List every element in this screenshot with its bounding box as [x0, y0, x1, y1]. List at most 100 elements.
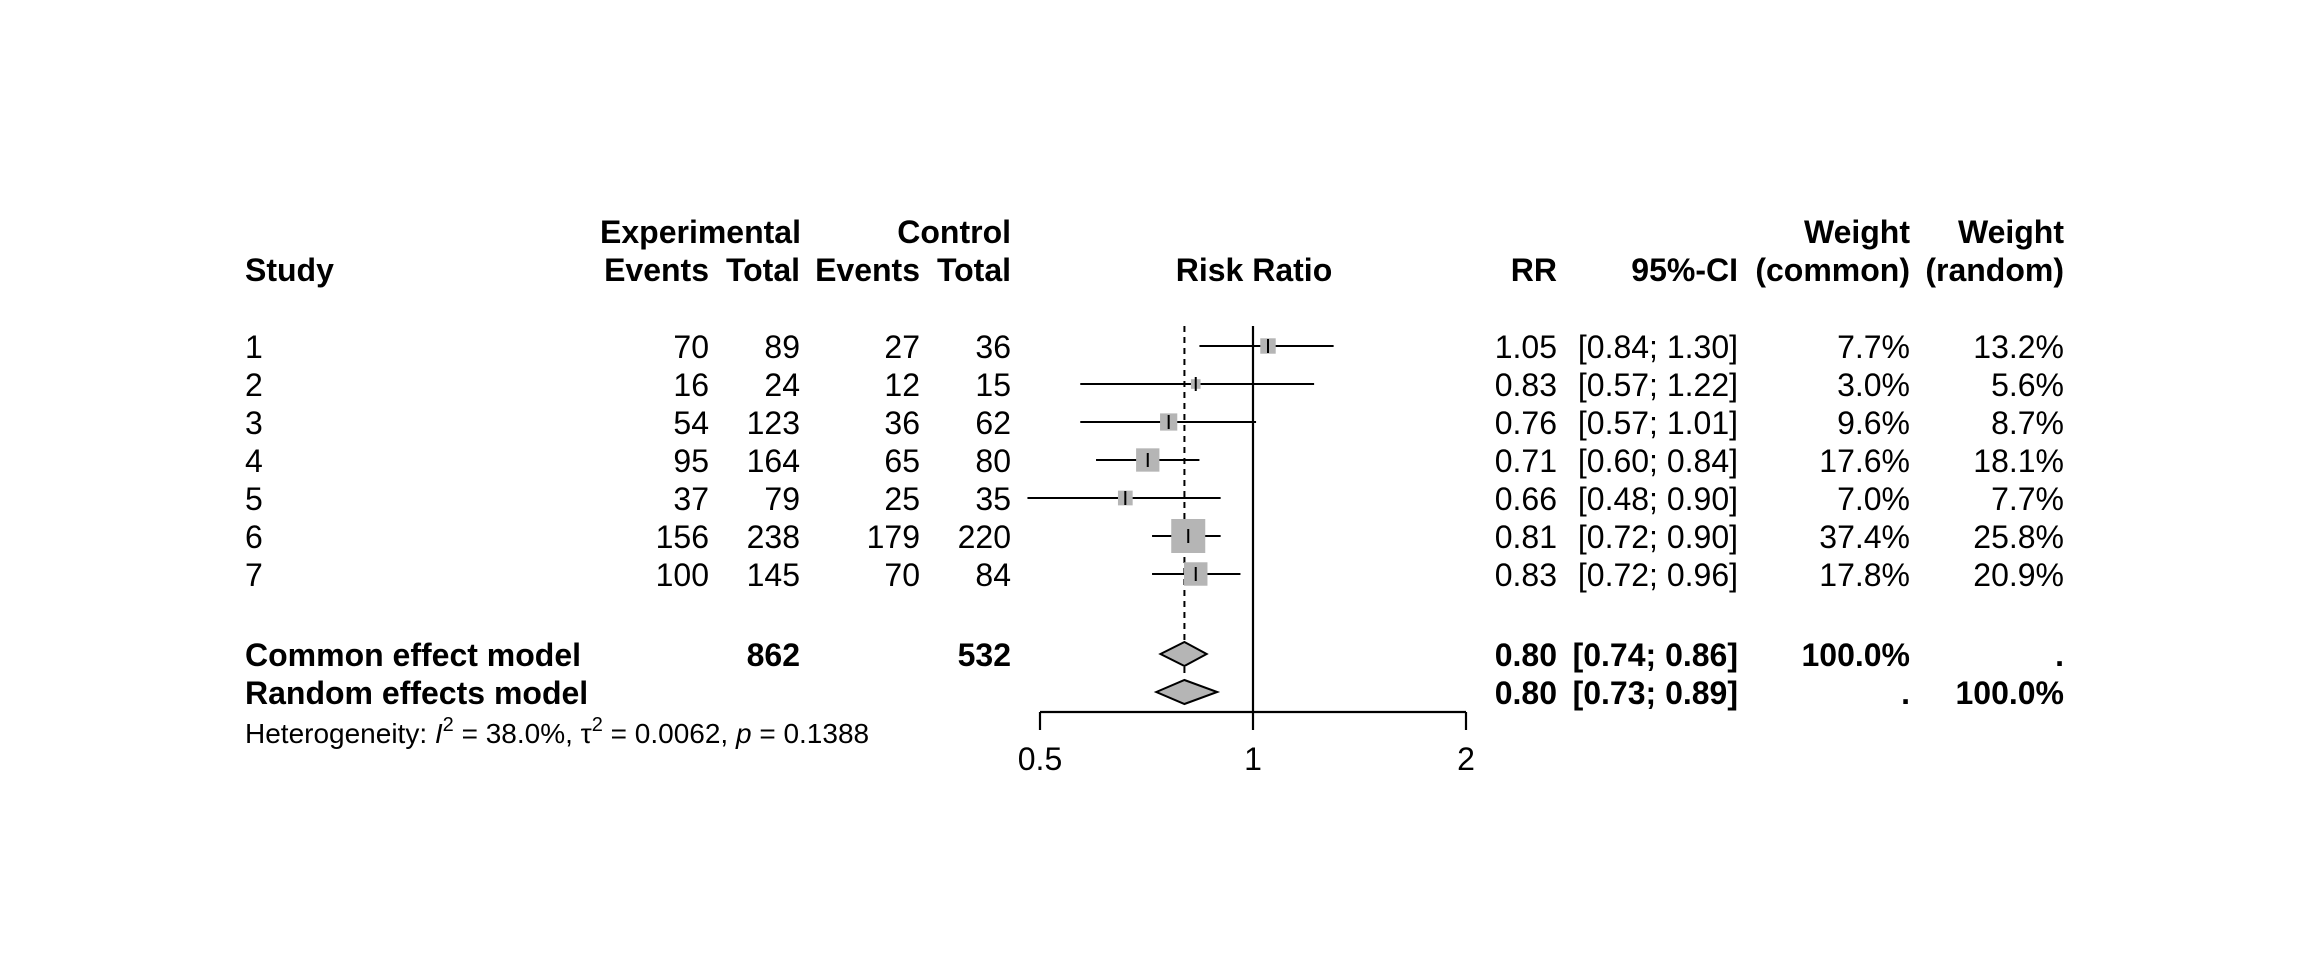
random-ci: [0.73; 0.89]: [1573, 675, 1738, 711]
weight-common: 7.7%: [1837, 329, 1910, 365]
header-random: (random): [1925, 252, 2064, 288]
exp-events: 95: [673, 443, 709, 479]
common-rr: 0.80: [1495, 637, 1557, 673]
header-control: Control: [897, 214, 1011, 250]
het-prefix: Heterogeneity:: [245, 718, 435, 749]
weight-random: 13.2%: [1973, 329, 2064, 365]
ctrl-events: 36: [884, 405, 920, 441]
header-common: (common): [1755, 252, 1910, 288]
ctrl-total: 15: [975, 367, 1011, 403]
ci-value: [0.57; 1.22]: [1578, 367, 1738, 403]
rr-value: 0.66: [1495, 481, 1557, 517]
het-tau-sup: 2: [592, 714, 603, 736]
rr-value: 0.81: [1495, 519, 1557, 555]
header-exp-events: Events: [604, 252, 709, 288]
random-weight-common: .: [1901, 675, 1910, 711]
weight-common: 7.0%: [1837, 481, 1910, 517]
ctrl-total: 220: [958, 519, 1011, 555]
random-rr: 0.80: [1495, 675, 1557, 711]
exp-total: 123: [747, 405, 800, 441]
rr-value: 0.76: [1495, 405, 1557, 441]
ctrl-total: 80: [975, 443, 1011, 479]
rr-value: 0.71: [1495, 443, 1557, 479]
ci-value: [0.72; 0.96]: [1578, 557, 1738, 593]
ctrl-events: 65: [884, 443, 920, 479]
x-axis-tick-label: 1: [1244, 741, 1262, 777]
exp-total: 164: [747, 443, 800, 479]
exp-events: 156: [656, 519, 709, 555]
study-label: 4: [245, 443, 263, 479]
weight-common: 17.6%: [1819, 443, 1910, 479]
weight-common: 9.6%: [1837, 405, 1910, 441]
weight-random: 20.9%: [1973, 557, 2064, 593]
study-label: 7: [245, 557, 263, 593]
exp-events: 16: [673, 367, 709, 403]
common-weight-random: .: [2055, 637, 2064, 673]
het-i2-sup: 2: [443, 714, 454, 736]
study-rows: 1 70 89 27 36 1.05 [0.84; 1.30] 7.7% 13.2%2 16 24 1…: [245, 329, 2064, 593]
study-label: 3: [245, 405, 263, 441]
weight-common: 17.8%: [1819, 557, 1910, 593]
header-experimental: Experimental: [600, 214, 801, 250]
ctrl-total: 36: [975, 329, 1011, 365]
heterogeneity-text: Heterogeneity: I2 = 38.0%, τ2 = 0.0062, …: [245, 714, 869, 749]
exp-events: 54: [673, 405, 709, 441]
het-i2-symbol: I: [435, 718, 443, 749]
ctrl-total: 62: [975, 405, 1011, 441]
ci-value: [0.48; 0.90]: [1578, 481, 1738, 517]
study-label: 5: [245, 481, 263, 517]
exp-events: 70: [673, 329, 709, 365]
header-rr: RR: [1511, 252, 1557, 288]
plot-area: 0.5 1 2: [1018, 326, 1475, 777]
header-weight-random: Weight: [1958, 214, 2064, 250]
common-effect-diamond: [1158, 640, 1209, 668]
x-axis-tick-label: 2: [1457, 741, 1475, 777]
ctrl-events: 70: [884, 557, 920, 593]
ctrl-total: 35: [975, 481, 1011, 517]
rr-value: 0.83: [1495, 557, 1557, 593]
exp-events: 100: [656, 557, 709, 593]
weight-random: 25.8%: [1973, 519, 2064, 555]
common-model-label: Common effect model: [245, 637, 581, 673]
random-weight-random: 100.0%: [1955, 675, 2064, 711]
rr-value: 1.05: [1495, 329, 1557, 365]
ctrl-events: 12: [884, 367, 920, 403]
weight-common: 3.0%: [1837, 367, 1910, 403]
header-ci: 95%-CI: [1631, 252, 1738, 288]
random-effect-diamond: [1153, 678, 1221, 706]
weight-random: 18.1%: [1973, 443, 2064, 479]
header-risk-ratio: Risk Ratio: [1176, 252, 1332, 288]
ctrl-events: 179: [867, 519, 920, 555]
het-tau-symbol: τ: [581, 718, 592, 749]
weight-random: 7.7%: [1991, 481, 2064, 517]
ctrl-total: 84: [975, 557, 1011, 593]
common-ci: [0.74; 0.86]: [1573, 637, 1738, 673]
weight-random: 8.7%: [1991, 405, 2064, 441]
x-axis-tick-label: 0.5: [1018, 741, 1062, 777]
exp-total: 89: [764, 329, 800, 365]
exp-total: 145: [747, 557, 800, 593]
het-p-symbol: p: [735, 718, 752, 749]
rr-value: 0.83: [1495, 367, 1557, 403]
exp-total: 79: [764, 481, 800, 517]
het-p-value: = 0.1388: [752, 718, 870, 749]
exp-total: 238: [747, 519, 800, 555]
common-ctrl-total: 532: [958, 637, 1011, 673]
weight-common: 37.4%: [1819, 519, 1910, 555]
exp-total: 24: [764, 367, 800, 403]
weight-random: 5.6%: [1991, 367, 2064, 403]
ci-value: [0.72; 0.90]: [1578, 519, 1738, 555]
study-label: 1: [245, 329, 263, 365]
header-exp-total: Total: [726, 252, 800, 288]
ci-value: [0.84; 1.30]: [1578, 329, 1738, 365]
ci-value: [0.57; 1.01]: [1578, 405, 1738, 441]
het-i2-value: = 38.0%,: [454, 718, 581, 749]
common-weight-common: 100.0%: [1801, 637, 1910, 673]
exp-events: 37: [673, 481, 709, 517]
header-study: Study: [245, 252, 334, 288]
study-label: 2: [245, 367, 263, 403]
ci-value: [0.60; 0.84]: [1578, 443, 1738, 479]
study-label: 6: [245, 519, 263, 555]
header-ctrl-events: Events: [815, 252, 920, 288]
